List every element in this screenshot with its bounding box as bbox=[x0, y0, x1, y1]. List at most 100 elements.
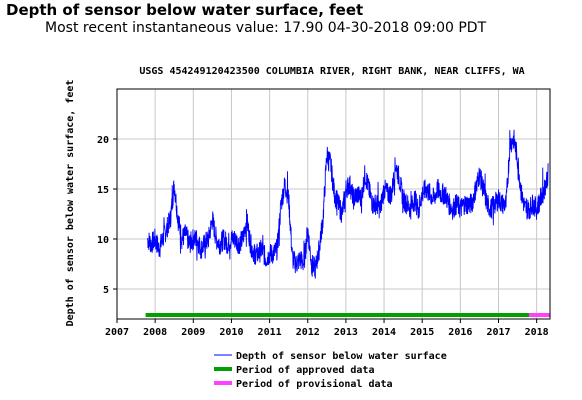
data-point bbox=[490, 209, 491, 210]
data-point bbox=[189, 244, 190, 245]
data-point bbox=[509, 144, 510, 145]
data-point bbox=[452, 209, 453, 210]
data-point bbox=[380, 209, 381, 210]
x-tick-label: 2007 bbox=[105, 327, 129, 338]
data-point bbox=[406, 204, 407, 205]
data-point bbox=[281, 204, 282, 205]
data-point bbox=[525, 209, 526, 210]
y-tick-labels: 5 10 15 20 bbox=[97, 135, 117, 296]
data-point bbox=[269, 254, 270, 255]
data-point bbox=[418, 209, 419, 210]
data-point bbox=[464, 204, 465, 205]
data-point bbox=[544, 189, 545, 190]
x-tick-label: 2015 bbox=[410, 327, 434, 338]
data-point bbox=[441, 194, 442, 195]
data-point bbox=[403, 199, 404, 200]
x-tick-label: 2017 bbox=[486, 327, 510, 338]
data-point bbox=[330, 164, 331, 165]
data-point bbox=[254, 254, 255, 255]
data-point bbox=[521, 194, 522, 195]
data-point bbox=[502, 204, 503, 205]
data-point bbox=[437, 189, 438, 190]
data-point bbox=[178, 219, 179, 220]
data-point bbox=[147, 239, 148, 240]
recent-value-text: Most recent instantaneous value: 17.90 0… bbox=[45, 20, 487, 36]
x-tick-label: 2013 bbox=[334, 327, 358, 338]
y-tick-label: 5 bbox=[103, 285, 109, 296]
x-tick-label: 2014 bbox=[372, 327, 396, 338]
legend-label-provisional: Period of provisional data bbox=[236, 378, 393, 390]
data-point bbox=[261, 249, 262, 250]
data-point bbox=[517, 159, 518, 160]
data-point bbox=[235, 239, 236, 240]
x-tick-label: 2011 bbox=[258, 327, 282, 338]
data-point bbox=[467, 204, 468, 205]
x-tick-label: 2018 bbox=[525, 327, 549, 338]
series-line bbox=[147, 129, 549, 279]
data-point bbox=[456, 204, 457, 205]
data-point bbox=[529, 209, 530, 210]
data-point bbox=[258, 254, 259, 255]
data-point bbox=[292, 259, 293, 260]
legend: Depth of sensor below water surface Perio… bbox=[214, 351, 447, 390]
data-point bbox=[364, 174, 365, 175]
data-point bbox=[513, 139, 514, 140]
data-point bbox=[303, 264, 304, 265]
data-point bbox=[185, 234, 186, 235]
data-point bbox=[220, 244, 221, 245]
data-point bbox=[158, 249, 159, 250]
data-point bbox=[426, 189, 427, 190]
data-point bbox=[475, 189, 476, 190]
data-point bbox=[151, 244, 152, 245]
data-point bbox=[273, 254, 274, 255]
data-point bbox=[429, 194, 430, 195]
legend-label-approved: Period of approved data bbox=[236, 364, 374, 376]
data-point bbox=[471, 204, 472, 205]
grid-lines bbox=[117, 89, 550, 319]
data-point bbox=[372, 204, 373, 205]
data-point bbox=[532, 204, 533, 205]
data-point bbox=[311, 264, 312, 265]
data-point bbox=[391, 194, 392, 195]
series-group bbox=[147, 129, 549, 279]
data-point bbox=[277, 249, 278, 250]
data-point bbox=[204, 244, 205, 245]
data-point bbox=[540, 199, 541, 200]
data-point bbox=[193, 239, 194, 240]
data-point bbox=[315, 269, 316, 270]
data-point bbox=[498, 199, 499, 200]
data-point bbox=[223, 239, 224, 240]
data-point bbox=[208, 239, 209, 240]
data-point bbox=[414, 199, 415, 200]
data-point bbox=[357, 194, 358, 195]
data-point bbox=[536, 209, 537, 210]
data-point bbox=[239, 244, 240, 245]
data-point bbox=[387, 194, 388, 195]
data-point bbox=[422, 194, 423, 195]
data-point bbox=[494, 204, 495, 205]
data-point bbox=[200, 249, 201, 250]
y-axis-label: Depth of sensor below water surface, fee… bbox=[65, 80, 76, 327]
data-point bbox=[246, 219, 247, 220]
data-point bbox=[345, 189, 346, 190]
data-point bbox=[296, 264, 297, 265]
data-point bbox=[174, 184, 175, 185]
page-title: Depth of sensor below water surface, fee… bbox=[6, 1, 364, 19]
x-tick-label: 2009 bbox=[181, 327, 205, 338]
data-point bbox=[384, 189, 385, 190]
data-point bbox=[323, 219, 324, 220]
data-point bbox=[170, 219, 171, 220]
data-point bbox=[460, 209, 461, 210]
data-point bbox=[242, 239, 243, 240]
data-point bbox=[162, 239, 163, 240]
y-tick-label: 20 bbox=[97, 135, 109, 146]
data-point bbox=[349, 184, 350, 185]
data-point bbox=[479, 174, 480, 175]
data-point bbox=[376, 204, 377, 205]
data-point bbox=[250, 244, 251, 245]
data-point bbox=[227, 244, 228, 245]
data-point bbox=[166, 229, 167, 230]
data-point bbox=[319, 249, 320, 250]
data-point bbox=[326, 154, 327, 155]
